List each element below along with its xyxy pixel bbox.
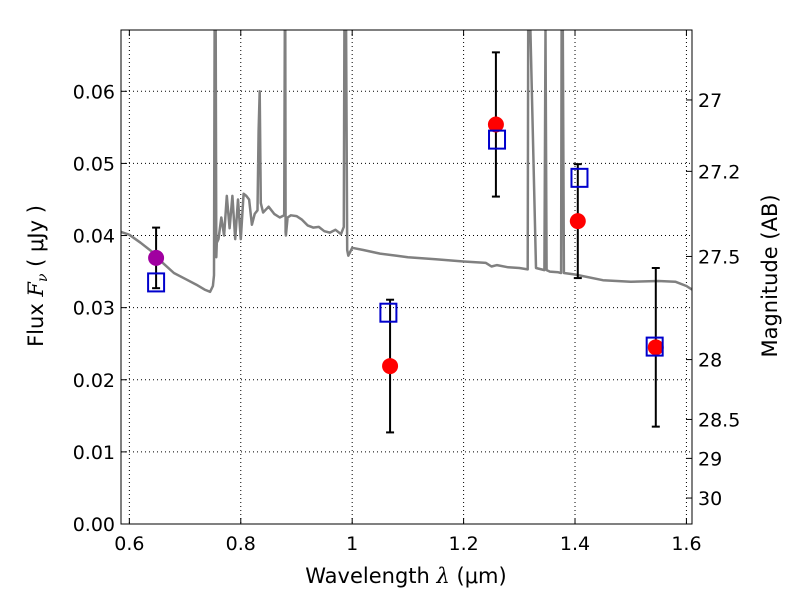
- y-tick-label: 0.04: [73, 226, 115, 248]
- y-tick-labels: 0.00 0.01 0.02 0.03 0.04 0.05 0.06: [73, 81, 115, 536]
- model-point: [645, 336, 664, 357]
- plot-area: [121, 30, 692, 434]
- x-axis-title-unit: (μm): [450, 564, 507, 588]
- model-spectrum-line: [121, 30, 692, 294]
- y-tick-label: 0.00: [73, 514, 115, 536]
- x-axis-title-symbol: λ: [436, 564, 450, 588]
- y-tick-label: 0.06: [73, 81, 115, 103]
- y-axis-title-symbol: F: [24, 281, 48, 298]
- x-axis-title: Wavelength λ (μm): [305, 564, 506, 588]
- y2-tick-label: 30: [698, 488, 722, 510]
- grid: [121, 30, 692, 524]
- x-tick-label: 0.8: [226, 533, 256, 555]
- axes-frame: [120, 29, 693, 525]
- observed-points: [148, 116, 664, 375]
- y-axis-title-subscript: ν: [35, 273, 51, 282]
- model-point: [147, 272, 166, 293]
- observed-point: [569, 213, 586, 230]
- y2-tick-label: 28.5: [698, 409, 740, 431]
- x-tick-label: 1.2: [448, 533, 478, 555]
- observed-point: [148, 249, 165, 266]
- y-tick-label: 0.03: [73, 298, 115, 320]
- ticks: [121, 30, 692, 525]
- observed-point: [382, 358, 399, 375]
- y2-tick-label: 28: [698, 350, 722, 372]
- y-tick-label: 0.01: [73, 442, 115, 464]
- y2-tick-label: 27.2: [698, 161, 740, 183]
- x-tick-label: 1.6: [671, 533, 701, 555]
- model-point: [379, 302, 398, 323]
- observed-point: [487, 116, 504, 133]
- y-tick-label: 0.05: [73, 153, 115, 175]
- y2-axis-title: Magnitude (AB): [758, 194, 782, 357]
- y-axis-title: Flux Fν ( μJy ): [24, 205, 51, 347]
- y-axis-title-prefix: Flux: [24, 297, 48, 347]
- model-points: [147, 129, 664, 357]
- x-tick-label: 1: [346, 533, 358, 555]
- observed-point: [647, 339, 664, 356]
- y2-tick-label: 27: [698, 90, 722, 112]
- error-bars: [152, 51, 660, 434]
- y-tick-label: 0.02: [73, 370, 115, 392]
- model-point: [488, 129, 507, 150]
- x-tick-labels: 0.6 0.8 1 1.2 1.4 1.6: [114, 533, 701, 555]
- x-tick-label: 0.6: [114, 533, 144, 555]
- y2-tick-label: 27.5: [698, 246, 740, 268]
- x-axis-title-prefix: Wavelength: [305, 564, 436, 588]
- y2-tick-labels: 27 27.2 27.5 28 28.5 29 30: [698, 90, 740, 510]
- y-axis-title-unit: ( μJy ): [24, 205, 48, 273]
- x-tick-label: 1.4: [560, 533, 590, 555]
- model-point: [570, 167, 589, 188]
- y2-tick-label: 29: [698, 448, 722, 470]
